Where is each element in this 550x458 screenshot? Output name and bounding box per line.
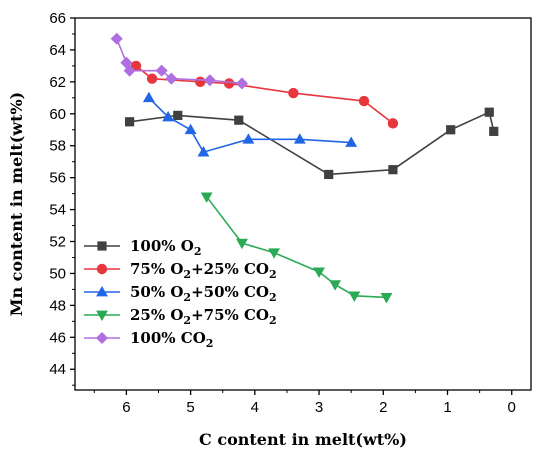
legend-label-subscript-2: 2 <box>269 268 277 281</box>
point-triangle-down <box>380 293 393 304</box>
legend-label: 100% O2 <box>130 237 202 258</box>
point-square <box>484 107 494 117</box>
point-square <box>97 241 107 251</box>
point-triangle-up <box>293 133 306 144</box>
legend-label-main: 100% CO <box>130 329 206 347</box>
legend-label-subscript: 2 <box>183 291 191 304</box>
point-triangle-down <box>236 238 248 250</box>
point-square <box>124 117 135 127</box>
point-triangle-up <box>197 146 210 157</box>
legend-item: 50% O2+50% CO2 <box>84 283 277 304</box>
legend-label-subscript: 2 <box>206 337 214 350</box>
point-triangle-up <box>162 110 175 122</box>
y-tick-label: 66 <box>49 10 66 27</box>
y-tick-label: 64 <box>49 42 66 59</box>
legend-label-main: 50% O <box>130 283 183 301</box>
point-square <box>173 110 183 120</box>
point-diamond <box>155 64 168 77</box>
point-diamond <box>95 331 109 345</box>
plot-frame <box>74 17 532 391</box>
x-tick-label: 0 <box>508 399 516 416</box>
legend-label-tail: +50% CO <box>191 283 269 301</box>
point-triangle-down <box>200 192 213 203</box>
point-circle <box>195 76 206 88</box>
y-tick-label: 46 <box>49 329 66 346</box>
point-diamond <box>123 64 136 77</box>
point-square <box>489 126 499 136</box>
series-4 <box>200 192 393 304</box>
point-square <box>324 169 334 180</box>
x-tick-label: 4 <box>251 399 259 416</box>
point-triangle-down <box>96 310 108 322</box>
series-line <box>129 111 495 176</box>
point-square <box>388 165 398 175</box>
legend-label-subscript: 2 <box>194 245 202 258</box>
y-tick-label: 60 <box>49 106 66 123</box>
point-circle <box>288 87 299 99</box>
legend-item: 75% O2+25% CO2 <box>84 260 277 281</box>
y-tick-label: 52 <box>49 234 66 251</box>
y-tick-label: 50 <box>49 265 66 282</box>
x-tick-label: 6 <box>122 399 130 416</box>
legend-label-subscript-2: 2 <box>269 314 277 327</box>
series-1 <box>124 107 499 180</box>
x-tick-label: 1 <box>443 399 451 416</box>
point-triangle-up <box>242 133 255 144</box>
legend-label: 25% O2+75% CO2 <box>130 306 277 327</box>
legend-label-tail: +75% CO <box>191 306 269 324</box>
x-tick-label: 2 <box>379 399 387 416</box>
point-diamond <box>165 72 178 85</box>
point-square <box>446 125 456 135</box>
y-tick-label: 62 <box>49 74 66 91</box>
point-circle <box>387 118 399 129</box>
y-tick-label: 54 <box>49 202 66 219</box>
legend-label-main: 25% O <box>130 306 183 324</box>
series-5 <box>110 32 249 90</box>
point-triangle-down <box>268 248 281 259</box>
point-circle <box>146 73 158 84</box>
point-circle <box>223 78 235 89</box>
legend-label-subscript: 2 <box>183 268 191 281</box>
point-diamond <box>110 32 123 45</box>
series-group <box>110 32 499 304</box>
point-diamond <box>203 74 216 87</box>
y-tick-label: 48 <box>49 297 66 314</box>
point-circle <box>358 95 370 107</box>
y-tick-label: 56 <box>49 170 66 187</box>
series-line <box>148 97 352 154</box>
point-circle <box>96 263 108 275</box>
point-triangle-up <box>345 136 358 147</box>
y-tick-label: 44 <box>49 361 66 378</box>
point-square <box>234 115 244 125</box>
x-tick-label: 3 <box>315 399 323 416</box>
legend-label-subscript: 2 <box>183 314 191 327</box>
legend-item: 100% CO2 <box>84 329 213 350</box>
point-triangle-up <box>142 91 155 103</box>
point-triangle-down <box>348 291 361 302</box>
point-triangle-down <box>329 280 342 291</box>
legend-label-main: 100% O <box>130 237 194 255</box>
point-diamond <box>235 77 249 90</box>
point-triangle-down <box>313 267 325 278</box>
legend-label: 75% O2+25% CO2 <box>130 260 277 281</box>
legend-item: 100% O2 <box>84 237 202 258</box>
legend-label-main: 75% O <box>130 260 183 278</box>
y-axis-title: Mn content in melt(wt%) <box>7 92 26 317</box>
x-tick-label: 5 <box>186 399 194 416</box>
point-triangle-up <box>96 285 108 297</box>
series-3 <box>142 91 358 157</box>
legend-label-tail: +25% CO <box>191 260 269 278</box>
legend-label: 100% CO2 <box>130 329 213 350</box>
x-axis-title: C content in melt(wt%) <box>199 430 407 449</box>
legend-item: 25% O2+75% CO2 <box>84 306 277 327</box>
legend-label-subscript-2: 2 <box>269 291 277 304</box>
legend-label: 50% O2+50% CO2 <box>130 283 277 304</box>
plot-frame-group <box>74 17 532 391</box>
point-triangle-up <box>184 123 197 135</box>
y-tick-label: 58 <box>49 138 66 155</box>
